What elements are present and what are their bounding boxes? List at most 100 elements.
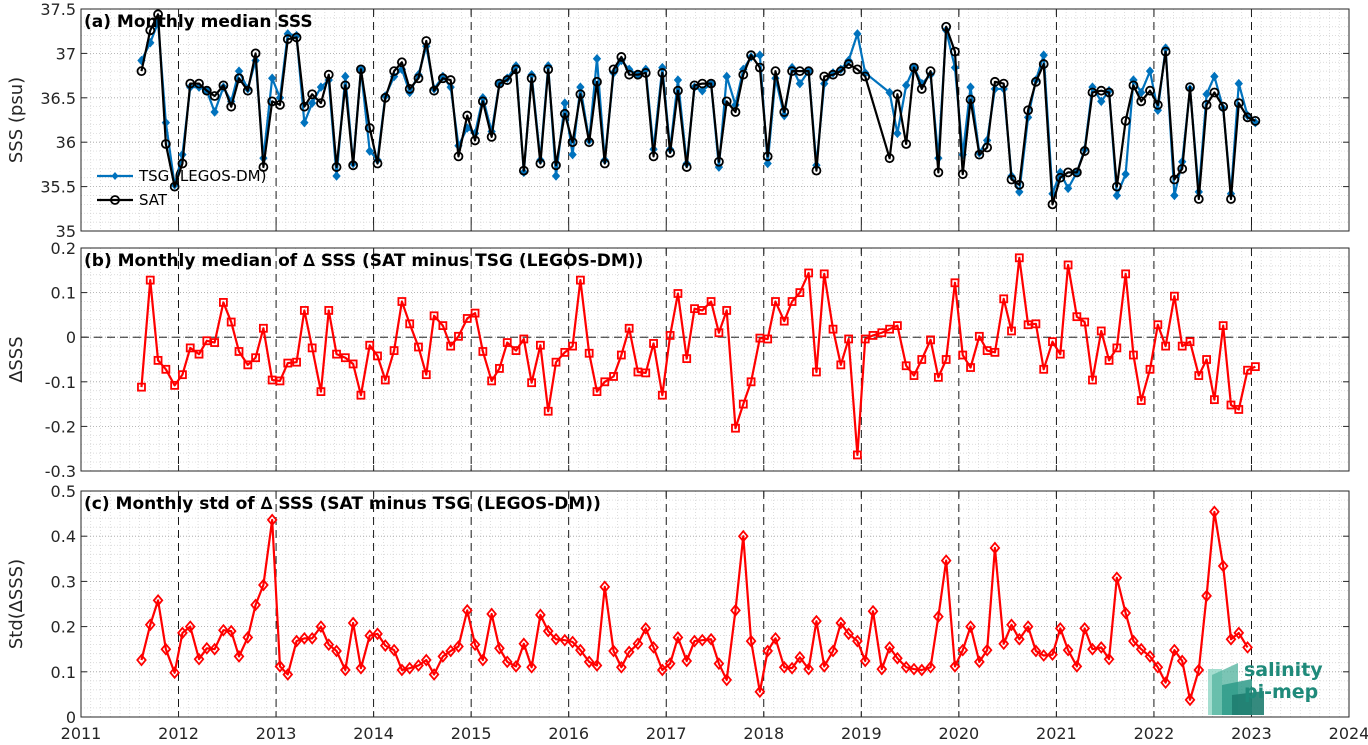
data-point (786, 661, 798, 675)
data-point (243, 360, 253, 370)
data-point (234, 73, 244, 84)
data-point (307, 343, 317, 353)
y-tick-label: -0.2 (45, 417, 76, 436)
data-point (835, 616, 847, 630)
data-point (884, 640, 895, 654)
data-point (209, 91, 220, 101)
data-point (665, 331, 675, 340)
data-point (1217, 559, 1229, 573)
data-point (486, 131, 497, 142)
data-point (623, 645, 635, 659)
data-point (1136, 396, 1146, 405)
data-point (1031, 319, 1041, 329)
data-point (1234, 405, 1244, 414)
data-point (242, 631, 254, 644)
data-point (868, 331, 878, 340)
data-point (194, 78, 204, 89)
data-point (632, 637, 644, 651)
data-point (803, 662, 815, 676)
data-point (901, 139, 912, 149)
data-point (682, 354, 692, 364)
data-point (226, 317, 236, 327)
data-point (1039, 50, 1048, 60)
data-point (1071, 659, 1083, 673)
data-point (1006, 618, 1017, 632)
data-point (1096, 326, 1106, 336)
data-point (316, 98, 326, 109)
data-point (697, 306, 707, 315)
data-point (941, 21, 952, 32)
data-point (397, 57, 407, 68)
data-point (355, 661, 367, 675)
data-point (559, 108, 570, 119)
data-point (1202, 89, 1211, 100)
data-point (388, 643, 400, 657)
data-point (762, 151, 773, 162)
data-point (615, 660, 627, 674)
data-point (575, 643, 586, 657)
data-point (600, 377, 610, 387)
data-point (153, 355, 163, 365)
data-point (470, 135, 480, 146)
data-point (486, 607, 498, 621)
data-point (1013, 632, 1025, 646)
data-point (616, 350, 626, 360)
data-point (909, 371, 919, 380)
data-point (575, 275, 585, 285)
data-point (950, 46, 960, 57)
data-point (291, 32, 302, 43)
data-point (1169, 174, 1180, 185)
series-1 (136, 9, 1261, 210)
data-point (950, 278, 960, 288)
data-point (274, 659, 286, 673)
data-point (673, 85, 683, 96)
data-point (812, 367, 821, 377)
data-point (185, 343, 195, 353)
data-point (1097, 96, 1106, 107)
data-point (681, 162, 692, 172)
y-tick-label: 37.5 (40, 0, 76, 19)
data-point (494, 78, 505, 89)
data-point (226, 101, 237, 112)
data-point (721, 96, 732, 107)
data-point (583, 655, 595, 669)
data-point (902, 80, 911, 91)
y-tick-label: 0.2 (51, 618, 76, 637)
data-point (559, 633, 571, 647)
data-point (201, 641, 213, 655)
data-point (339, 663, 351, 677)
data-point (656, 663, 668, 677)
data-point (1226, 400, 1236, 410)
data-point (275, 376, 285, 386)
panel-title: (a) Monthly median SSS (84, 12, 313, 32)
data-point (1233, 98, 1244, 109)
data-point (282, 34, 293, 45)
data-point (731, 423, 740, 433)
data-point (648, 151, 659, 162)
data-point (1055, 172, 1066, 183)
data-point (860, 71, 871, 82)
data-point (1063, 260, 1073, 270)
data-point (1250, 115, 1261, 126)
data-point (722, 71, 731, 82)
data-point (1242, 640, 1253, 654)
data-point (1145, 85, 1155, 96)
data-point (1226, 194, 1236, 204)
data-point (1054, 622, 1066, 635)
data-point (551, 160, 561, 171)
data-point (1202, 355, 1211, 364)
data-point (1218, 101, 1229, 112)
data-point (1128, 80, 1139, 91)
data-point (803, 66, 814, 77)
data-point (550, 632, 562, 646)
x-tick-label: 2016 (548, 724, 589, 743)
data-point (461, 603, 473, 617)
data-point (323, 638, 335, 652)
data-point (672, 631, 684, 644)
data-point (763, 334, 773, 344)
data-point (1038, 649, 1050, 662)
y-tick-label: 36.5 (40, 89, 76, 108)
data-point (1023, 105, 1033, 116)
data-point (1112, 190, 1122, 201)
data-point (315, 620, 327, 633)
